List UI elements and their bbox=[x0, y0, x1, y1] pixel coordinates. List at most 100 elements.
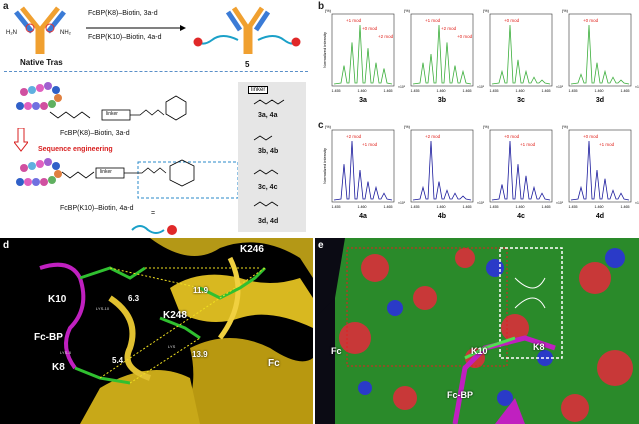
x-tick-label: 1.460 bbox=[358, 89, 367, 93]
x-tick-label: 1.455 bbox=[569, 205, 578, 209]
reagent-2: FcBP(K10)–Biotin, 4a-d bbox=[88, 34, 162, 41]
linker-list-title: linker bbox=[248, 86, 269, 94]
label-fc-d: Fc bbox=[268, 358, 280, 369]
equivalence-sign: = bbox=[151, 210, 156, 217]
distance-1: 6.3 bbox=[128, 294, 140, 303]
peak-annotation: +0 mod bbox=[362, 26, 378, 31]
x-tick-label: 1.460 bbox=[595, 89, 604, 93]
panel-label-b: b bbox=[318, 1, 325, 12]
reaction-arrow bbox=[86, 25, 186, 31]
tag-lys: LYS bbox=[168, 344, 176, 349]
x-exponent: ×10⁵ bbox=[477, 201, 485, 205]
y-unit: (%) bbox=[325, 8, 332, 13]
spectrum-trace bbox=[570, 140, 630, 201]
peak-annotation: +1 mod bbox=[362, 142, 378, 147]
peak-annotation: +2 mod bbox=[346, 134, 362, 139]
spectrum-frame bbox=[331, 129, 395, 203]
panel-label-d: d bbox=[3, 240, 10, 251]
label-k8-e: K8 bbox=[533, 342, 545, 352]
x-tick-label: 1.455 bbox=[490, 89, 499, 93]
peak-annotation: +0 mod bbox=[583, 18, 599, 23]
peak-annotation: +1 mod bbox=[425, 18, 441, 23]
protein-surface-e bbox=[315, 238, 639, 424]
x-tick-label: 1.455 bbox=[332, 205, 341, 209]
y-unit: (%) bbox=[562, 124, 569, 129]
biotin-legend-icon bbox=[131, 225, 177, 235]
label-k10-d: K10 bbox=[48, 294, 67, 305]
antibody-conjugate-icon bbox=[193, 6, 301, 54]
x-tick-label: 1.460 bbox=[437, 89, 446, 93]
spectrum-trace bbox=[333, 24, 393, 85]
peak-annotation: +0 mod bbox=[504, 134, 520, 139]
x-tick-label: 1.465 bbox=[463, 205, 472, 209]
peak-annotation: +2 mod bbox=[378, 34, 394, 39]
antibody-native-icon bbox=[14, 6, 66, 54]
x-tick-label: 1.465 bbox=[463, 89, 472, 93]
x-tick-label: 1.455 bbox=[490, 205, 499, 209]
name-k8: FcBP(K8)–Biotin, 3a-d bbox=[60, 130, 130, 137]
spectrum-trace bbox=[333, 140, 393, 201]
spectrum-trace bbox=[412, 24, 472, 85]
label-fcbp-d: Fc-BP bbox=[34, 332, 63, 343]
spectrum-label: 4c bbox=[517, 213, 525, 220]
peptide-k10-structure bbox=[16, 158, 239, 199]
x-exponent: ×10⁵ bbox=[398, 85, 406, 89]
x-tick-label: 1.465 bbox=[384, 205, 393, 209]
native-tras-label: Native Tras bbox=[20, 58, 63, 67]
x-tick-label: 1.455 bbox=[411, 205, 420, 209]
panel-label-e: e bbox=[318, 240, 324, 251]
x-exponent: ×10⁵ bbox=[398, 201, 406, 205]
y-axis-label: Normalized intensity bbox=[322, 148, 327, 184]
y-unit: (%) bbox=[483, 8, 490, 13]
protein-render-d bbox=[39, 238, 313, 424]
linker-item-1: 3a, 4a bbox=[258, 112, 278, 119]
spectrum-trace bbox=[412, 140, 472, 201]
distance-3: 5.4 bbox=[112, 356, 124, 365]
x-tick-label: 1.465 bbox=[542, 205, 551, 209]
y-unit: (%) bbox=[325, 124, 332, 129]
linker-item-3: 3c, 4c bbox=[258, 184, 278, 191]
spectrum-frame bbox=[568, 129, 632, 203]
linker-structures bbox=[253, 99, 285, 207]
linker-list-box bbox=[238, 82, 306, 232]
linker-box-top: linker bbox=[106, 111, 118, 117]
x-tick-label: 1.460 bbox=[437, 205, 446, 209]
peak-annotation: +0 mod bbox=[457, 34, 473, 39]
distance-2: 11.9 bbox=[193, 286, 209, 295]
x-tick-label: 1.455 bbox=[411, 89, 420, 93]
x-exponent: ×10⁵ bbox=[635, 201, 639, 205]
peptide-k8-structure bbox=[16, 82, 187, 121]
name-k10: FcBP(K10)–Biotin, 4a-d bbox=[60, 205, 134, 212]
distance-4: 13.9 bbox=[192, 350, 208, 359]
spectrum-label: 4d bbox=[596, 213, 604, 220]
x-tick-label: 1.460 bbox=[516, 89, 525, 93]
spectrum-frame bbox=[489, 129, 553, 203]
label-fcbp-e: Fc-BP bbox=[447, 390, 474, 400]
label-k248: K248 bbox=[163, 310, 187, 321]
y-unit: (%) bbox=[562, 8, 569, 13]
label-fc-e: Fc bbox=[331, 346, 342, 356]
x-tick-label: 1.460 bbox=[358, 205, 367, 209]
sequence-engineering-label: Sequence engineering bbox=[38, 146, 113, 153]
peak-annotation: +2 mod bbox=[425, 134, 441, 139]
spectrum-label: 3d bbox=[596, 97, 604, 104]
linker-item-2: 3b, 4b bbox=[258, 148, 279, 155]
spectrum-frame bbox=[331, 13, 395, 87]
tag-lys10: LYS-10 bbox=[96, 306, 110, 311]
down-arrow-icon bbox=[14, 128, 28, 152]
linker-item-4: 3d, 4d bbox=[258, 218, 279, 225]
spectrum-label: 3c bbox=[517, 97, 525, 104]
label-k8-d: K8 bbox=[52, 362, 65, 373]
y-axis-label: Normalized intensity bbox=[322, 32, 327, 68]
peak-annotation: +0 mod bbox=[583, 134, 599, 139]
spectrum-label: 3b bbox=[438, 97, 446, 104]
panel-label-c: c bbox=[318, 120, 324, 131]
x-tick-label: 1.465 bbox=[621, 205, 630, 209]
spectra-panels: (%) Normalized intensity 1.455 1.460 1.465 ×1… bbox=[322, 8, 639, 220]
spectrum-frame bbox=[410, 129, 474, 203]
x-exponent: ×10⁵ bbox=[556, 85, 564, 89]
spectrum-frame bbox=[489, 13, 553, 87]
peak-annotation: +1 mod bbox=[346, 18, 362, 23]
y-unit: (%) bbox=[483, 124, 490, 129]
nh2-right: NH₂ bbox=[60, 30, 71, 36]
